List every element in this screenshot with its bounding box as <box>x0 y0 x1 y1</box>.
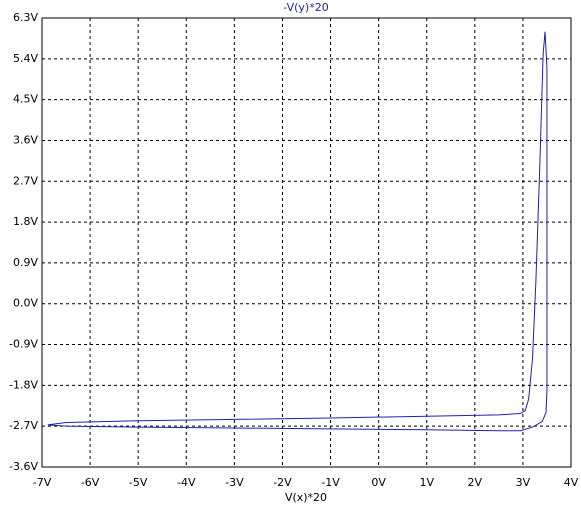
y-tick-label: 5.4V <box>13 52 38 65</box>
y-tick-label: 4.5V <box>13 93 38 106</box>
x-tick-label: 0V <box>371 476 386 489</box>
y-tick-label: 2.7V <box>13 174 38 187</box>
x-tick-label: -3V <box>225 476 244 489</box>
x-tick-label: 2V <box>468 476 483 489</box>
x-tick-label: -1V <box>321 476 340 489</box>
x-tick-label: -5V <box>129 476 148 489</box>
y-tick-label: -0.9V <box>9 338 38 351</box>
data-line <box>47 31 548 432</box>
x-tick-label: 4V <box>564 476 579 489</box>
x-tick-label: -2V <box>273 476 292 489</box>
x-tick-label: 3V <box>516 476 531 489</box>
x-tick-label: -4V <box>177 476 196 489</box>
y-tick-label: 1.8V <box>13 215 38 228</box>
chart-title: -V(y)*20 <box>283 1 328 14</box>
y-tick-label: 3.6V <box>13 133 38 146</box>
y-tick-label: -1.8V <box>9 378 38 391</box>
x-tick-label: -6V <box>81 476 100 489</box>
y-tick-label: -2.7V <box>9 419 38 432</box>
y-tick-label: 0.9V <box>13 256 38 269</box>
x-tick-label: 1V <box>419 476 434 489</box>
y-tick-label: -3.6V <box>9 460 38 473</box>
plot-frame <box>41 17 572 468</box>
x-axis-label: V(x)*20 <box>285 491 327 504</box>
y-tick-label: 6.3V <box>13 11 38 24</box>
x-tick-label: -7V <box>33 476 52 489</box>
y-tick-label: 0.0V <box>13 297 38 310</box>
